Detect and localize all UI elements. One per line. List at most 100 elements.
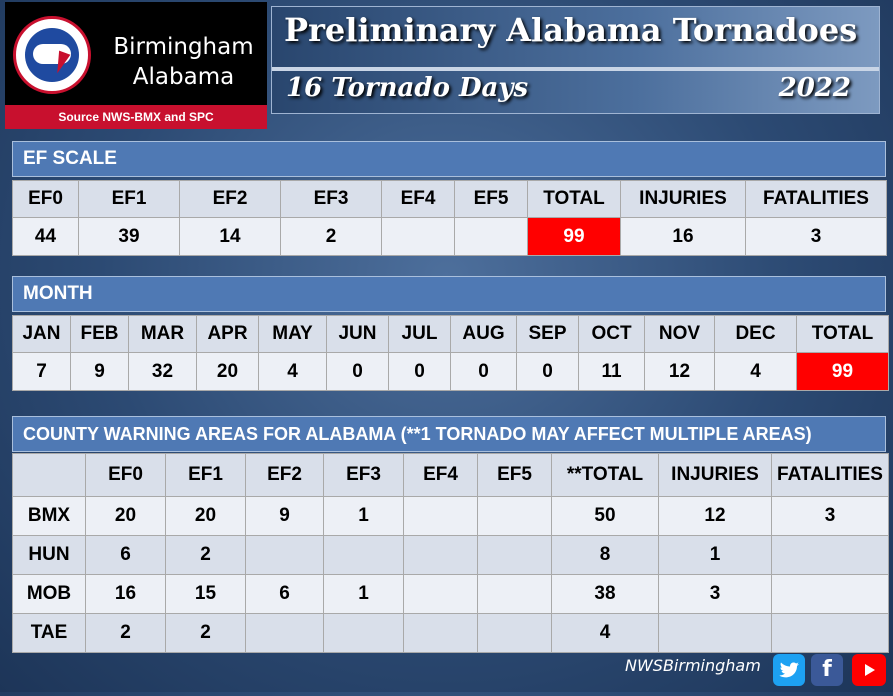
column-header: SEP [516, 315, 579, 353]
table-cell: 12 [644, 352, 715, 391]
table-cell: 3 [658, 574, 772, 614]
table-cell: 6 [85, 535, 166, 575]
table-cell: 4 [714, 352, 797, 391]
column-header: APR [196, 315, 259, 353]
table-cell: 0 [326, 352, 389, 391]
table-cell: 32 [128, 352, 197, 391]
table-cell: 2 [165, 535, 246, 575]
column-header: **TOTAL [551, 453, 659, 497]
ef-scale-heading: EF SCALE [12, 141, 886, 177]
table-cell: 9 [245, 496, 324, 536]
table-cell: 38 [551, 574, 659, 614]
nws-logo-panel: Birmingham Alabama Source NWS-BMX and SP… [5, 2, 267, 129]
month-heading: MONTH [12, 276, 886, 312]
table-cell [771, 574, 889, 614]
title-banner: Preliminary Alabama Tornadoes 16 Tornado… [271, 6, 880, 114]
logo-city-line2: Alabama [132, 64, 235, 90]
column-header: JUN [326, 315, 389, 353]
table-cell [477, 535, 552, 575]
table-cell: 15 [165, 574, 246, 614]
table-header-row: EF0 EF1 EF2 EF3 EF4 EF5 **TOTAL INJURIES… [12, 453, 889, 497]
column-header: TOTAL [527, 180, 621, 218]
table-cell: 14 [179, 217, 281, 256]
table-cell: 0 [516, 352, 579, 391]
column-header: OCT [578, 315, 645, 353]
month-total-cell: 99 [796, 352, 889, 391]
table-cell: 7 [12, 352, 71, 391]
twitter-handle: NWSBirmingham [625, 656, 761, 675]
table-cell [477, 574, 552, 614]
column-header: EF1 [165, 453, 246, 497]
table-row: TAE 2 2 4 [12, 613, 889, 653]
table-cell [454, 217, 528, 256]
column-header: EF5 [454, 180, 528, 218]
column-header: DEC [714, 315, 797, 353]
table-cell: 11 [578, 352, 645, 391]
table-cell: 3 [745, 217, 887, 256]
table-cell [323, 535, 404, 575]
column-header: EF3 [323, 453, 404, 497]
table-cell: 50 [551, 496, 659, 536]
logo-city: Birmingham Alabama [101, 32, 266, 92]
table-cell [771, 613, 889, 653]
table-cell: 16 [620, 217, 746, 256]
table-row: BMX 20 20 9 1 50 12 3 [12, 496, 889, 536]
table-cell: 9 [70, 352, 129, 391]
column-header: EF0 [85, 453, 166, 497]
year-label: 2022 [778, 73, 851, 103]
facebook-icon[interactable]: f [811, 654, 843, 686]
table-row: 44 39 14 2 99 16 3 [12, 217, 887, 256]
table-cell [403, 613, 478, 653]
row-label: BMX [12, 496, 86, 536]
column-header: NOV [644, 315, 715, 353]
table-cell: 4 [551, 613, 659, 653]
table-cell: 20 [85, 496, 166, 536]
table-cell: 39 [78, 217, 180, 256]
youtube-icon[interactable] [852, 654, 886, 686]
table-cell: 20 [196, 352, 259, 391]
twitter-icon[interactable] [773, 654, 805, 686]
column-header: TOTAL [796, 315, 889, 353]
tornado-days-subtitle: 16 Tornado Days [286, 73, 529, 103]
table-cell: 12 [658, 496, 772, 536]
table-cell: 1 [323, 496, 404, 536]
column-header: INJURIES [658, 453, 772, 497]
table-cell: 1 [323, 574, 404, 614]
column-header: EF3 [280, 180, 382, 218]
column-header: MAR [128, 315, 197, 353]
column-header: EF0 [12, 180, 79, 218]
table-cell [403, 574, 478, 614]
table-header-row: EF0 EF1 EF2 EF3 EF4 EF5 TOTAL INJURIES F… [12, 180, 887, 218]
table-cell [403, 496, 478, 536]
table-header-row: JAN FEB MAR APR MAY JUN JUL AUG SEP OCT … [12, 315, 889, 353]
table-cell [323, 613, 404, 653]
table-cell: 2 [165, 613, 246, 653]
table-cell: 2 [85, 613, 166, 653]
table-cell: 2 [280, 217, 382, 256]
nws-seal-icon [13, 16, 91, 94]
column-header: EF4 [403, 453, 478, 497]
ef-scale-table: EF0 EF1 EF2 EF3 EF4 EF5 TOTAL INJURIES F… [12, 180, 887, 256]
column-header: MAY [258, 315, 327, 353]
title-divider [272, 67, 879, 71]
table-row: HUN 6 2 8 1 [12, 535, 889, 575]
county-heading: COUNTY WARNING AREAS FOR ALABAMA (**1 TO… [12, 416, 886, 452]
table-cell [245, 535, 324, 575]
table-cell [658, 613, 772, 653]
table-cell: 1 [658, 535, 772, 575]
table-cell: 6 [245, 574, 324, 614]
column-header: EF1 [78, 180, 180, 218]
table-cell: 8 [551, 535, 659, 575]
table-cell: 4 [258, 352, 327, 391]
column-header: EF2 [179, 180, 281, 218]
column-header: FATALITIES [745, 180, 887, 218]
column-header: EF2 [245, 453, 324, 497]
table-cell: 0 [388, 352, 451, 391]
column-header: INJURIES [620, 180, 746, 218]
column-header [12, 453, 86, 497]
page-title: Preliminary Alabama Tornadoes [284, 11, 858, 49]
column-header: FEB [70, 315, 129, 353]
row-label: MOB [12, 574, 86, 614]
column-header: JAN [12, 315, 71, 353]
table-cell: 20 [165, 496, 246, 536]
